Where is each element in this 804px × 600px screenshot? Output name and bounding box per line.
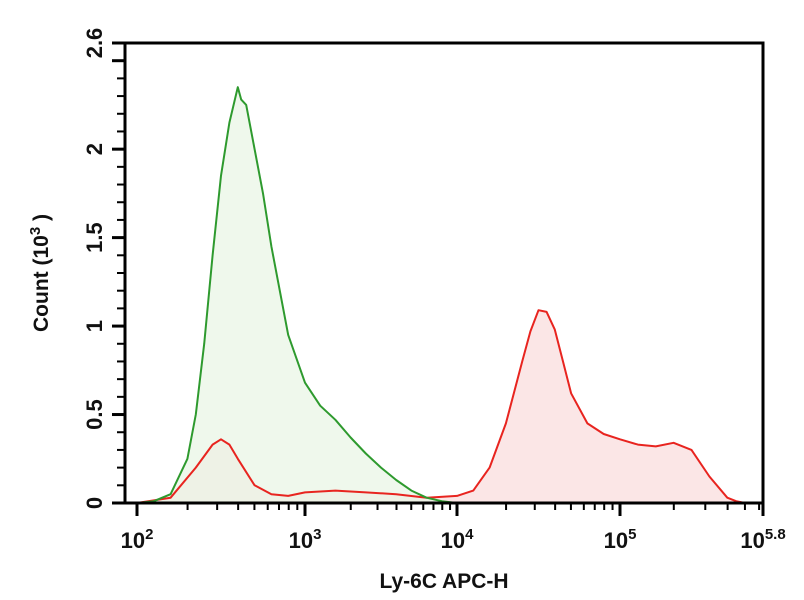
y-axis-title-exp: 3 [27,227,44,235]
histogram-series [136,86,746,504]
green-histogram-fill [137,87,457,503]
y-axis-title-text: Count (10 [30,235,53,332]
x-tick-exponent: 4 [465,526,474,543]
x-tick-base: 10 [289,528,313,553]
x-tick-exponent: 5 [628,526,636,543]
y-tick-label: 1.5 [82,222,107,253]
red-histogram-fill [137,310,746,503]
x-tick-exponent: 5.8 [765,526,786,543]
y-tick-label: 1 [82,320,107,332]
x-axis: 102 103 104 105 105.8 [121,503,786,553]
y-axis-title-close: ) [30,214,53,227]
y-axis: 0 0.5 1 1.5 2 2.6 [82,28,125,509]
x-axis-title: Ly-6C APC-H [379,570,508,593]
x-tick-label: 105.8 [740,526,785,553]
x-tick-exponent: 3 [313,526,321,543]
x-tick-label: 103 [289,526,322,553]
x-tick-exponent: 2 [145,526,153,543]
x-tick-label: 104 [441,526,474,553]
green-histogram-line [136,86,458,504]
x-tick-base: 10 [740,528,764,553]
y-tick-label: 0 [82,497,107,509]
y-tick-label: 0.5 [82,399,107,430]
y-tick-label: 2.6 [82,28,107,59]
x-tick-base: 10 [121,528,145,553]
x-tick-label: 102 [121,526,154,553]
x-tick-base: 10 [604,528,628,553]
y-tick-label: 2 [82,143,107,155]
x-tick-label: 105 [604,526,637,553]
x-tick-base: 10 [441,528,465,553]
y-axis-title: Count (103 ) [27,214,53,332]
red-histogram-line [136,309,746,504]
